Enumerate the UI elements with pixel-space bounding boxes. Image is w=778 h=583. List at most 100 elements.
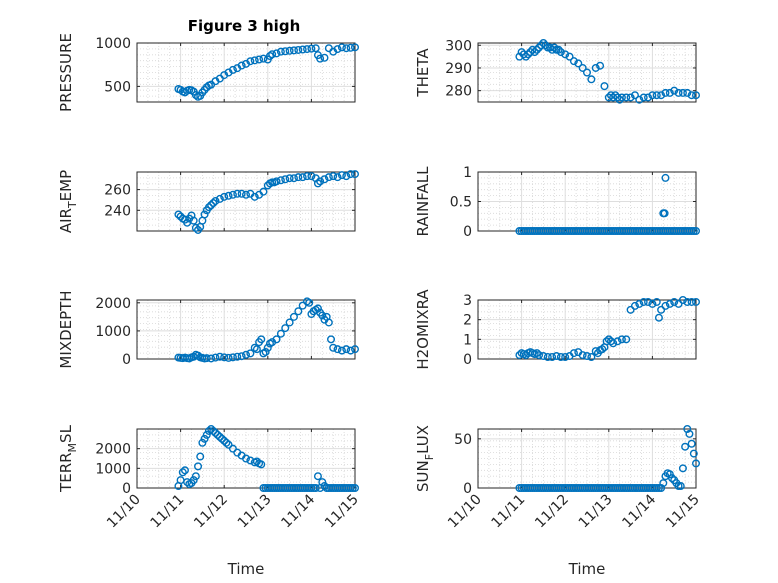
- axes-box: [477, 42, 697, 103]
- y-tick-label: 240: [104, 203, 131, 219]
- x-tick-label: 11/13: [576, 492, 616, 532]
- x-tick-label: 11/15: [663, 492, 703, 532]
- data-point: [654, 313, 663, 322]
- data-point: [311, 484, 320, 493]
- y-tick-label: 500: [104, 79, 131, 95]
- data-point: [622, 335, 631, 344]
- x-axis-label: Time: [227, 560, 265, 578]
- data-point: [246, 57, 255, 66]
- series-markers: [174, 43, 360, 101]
- data-point: [320, 53, 329, 62]
- data-point: [294, 307, 303, 316]
- y-axis-label: AIRTEMP: [57, 170, 79, 233]
- data-point: [574, 59, 583, 68]
- data-point: [224, 440, 233, 449]
- data-point: [268, 50, 277, 59]
- figure-title: Figure 3 high: [188, 17, 301, 35]
- data-point: [220, 353, 229, 362]
- data-point: [303, 172, 312, 181]
- y-tick-label: 1: [463, 332, 472, 348]
- data-point: [565, 52, 574, 61]
- data-point: [578, 63, 587, 72]
- data-point: [207, 425, 216, 434]
- series-markers: [515, 39, 701, 104]
- axes-box: [136, 42, 356, 103]
- data-point: [311, 44, 320, 53]
- data-point: [678, 88, 687, 97]
- data-point: [665, 470, 674, 479]
- data-point: [233, 189, 242, 198]
- y-tick-label: 1000: [95, 461, 131, 477]
- data-point: [305, 298, 314, 307]
- data-point: [209, 199, 218, 208]
- data-point: [692, 91, 701, 100]
- x-tick-label: 11/11: [148, 492, 188, 532]
- data-point: [644, 297, 653, 306]
- data-point: [342, 172, 351, 181]
- data-point: [257, 460, 266, 469]
- x-tick-label: 11/11: [489, 492, 529, 532]
- data-point: [683, 297, 692, 306]
- data-point: [692, 297, 701, 306]
- y-tick-label: 50: [454, 432, 472, 448]
- data-point: [587, 75, 596, 84]
- data-point: [617, 93, 626, 102]
- data-point: [298, 301, 307, 310]
- y-axis-label: SUNFLUX: [414, 425, 436, 492]
- data-point: [670, 86, 679, 95]
- data-point: [661, 301, 670, 310]
- data-point: [609, 339, 618, 348]
- data-point: [180, 466, 189, 475]
- data-point: [337, 346, 346, 355]
- y-tick-label: 0.5: [450, 195, 472, 211]
- data-point: [561, 50, 570, 59]
- data-point: [318, 478, 327, 487]
- data-point: [257, 335, 266, 344]
- data-point: [617, 335, 626, 344]
- data-point: [604, 335, 613, 344]
- axes-box: [477, 428, 697, 489]
- data-point: [316, 177, 325, 186]
- data-point: [196, 452, 205, 461]
- data-point: [233, 352, 242, 361]
- y-tick-label: 0: [463, 224, 472, 240]
- data-point: [307, 44, 316, 53]
- y-tick-label: 3: [463, 293, 472, 309]
- data-point: [351, 43, 360, 52]
- data-point: [224, 353, 233, 362]
- data-point: [541, 41, 550, 50]
- data-point: [685, 429, 694, 438]
- subplot-mixdepth: 0 1000 2000 MIXDEPTH: [57, 290, 360, 369]
- data-point: [665, 299, 674, 308]
- y-tick-label: 290: [445, 61, 472, 77]
- y-tick-label: 260: [104, 183, 131, 199]
- data-point: [689, 449, 698, 458]
- data-point: [307, 172, 316, 181]
- data-point: [259, 54, 268, 63]
- data-point: [337, 43, 346, 52]
- data-point: [676, 482, 685, 491]
- data-point: [657, 91, 666, 100]
- data-point: [237, 61, 246, 70]
- data-point: [678, 464, 687, 473]
- y-axis-label: MIXDEPTH: [57, 290, 75, 368]
- data-point: [324, 173, 333, 182]
- data-point: [285, 318, 294, 327]
- data-point: [678, 296, 687, 305]
- data-point: [200, 210, 209, 219]
- data-point: [635, 95, 644, 104]
- data-point: [237, 189, 246, 198]
- data-point: [215, 432, 224, 441]
- data-point: [333, 345, 342, 354]
- data-point: [263, 343, 272, 352]
- x-tick-label: 11/12: [532, 492, 572, 532]
- data-point: [600, 82, 609, 91]
- data-point: [661, 173, 670, 182]
- data-point: [289, 174, 298, 183]
- data-point: [265, 52, 274, 61]
- data-point: [241, 190, 250, 199]
- data-point: [298, 45, 307, 54]
- y-tick-label: 0: [463, 352, 472, 368]
